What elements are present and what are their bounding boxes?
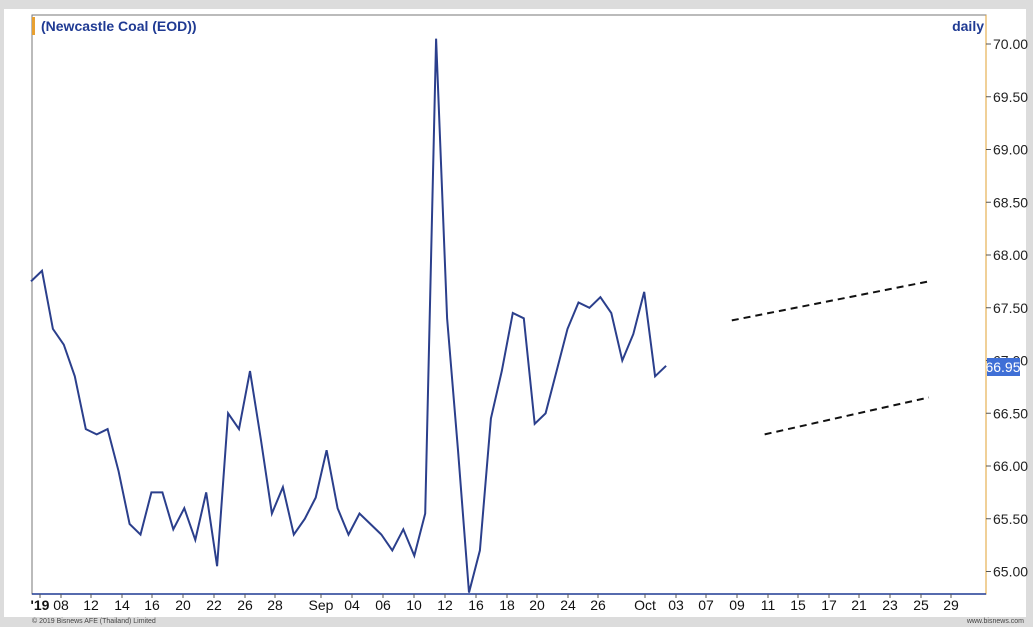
x-tick-label: 12 bbox=[437, 597, 453, 613]
x-tick-label: 29 bbox=[943, 597, 959, 613]
x-tick-label: 18 bbox=[499, 597, 515, 613]
x-tick-label: 20 bbox=[175, 597, 191, 613]
trendline bbox=[764, 396, 930, 436]
x-tick-label: 26 bbox=[590, 597, 606, 613]
x-tick-label: 12 bbox=[83, 597, 99, 613]
x-tick-label: 03 bbox=[668, 597, 684, 613]
y-tick-label: 68.00 bbox=[993, 247, 1028, 263]
x-tick-label: Oct bbox=[634, 597, 656, 613]
x-tick-label: 28 bbox=[267, 597, 283, 613]
y-tick-label: 65.50 bbox=[993, 511, 1028, 527]
x-tick-label: 21 bbox=[851, 597, 867, 613]
y-tick-label: 70.00 bbox=[993, 36, 1028, 52]
x-tick-label: 17 bbox=[821, 597, 837, 613]
x-tick-label: 25 bbox=[913, 597, 929, 613]
y-tick-label: 66.50 bbox=[993, 405, 1028, 421]
y-tick-label: 66.00 bbox=[993, 458, 1028, 474]
x-tick-label: 16 bbox=[144, 597, 160, 613]
trendline bbox=[731, 280, 930, 322]
y-tick-label: 69.50 bbox=[993, 89, 1028, 105]
y-tick-label: 68.50 bbox=[993, 194, 1028, 210]
copyright-text: © 2019 Bisnews AFE (Thailand) Limited bbox=[32, 617, 156, 625]
website-text: www.bisnews.com bbox=[966, 618, 1024, 625]
x-tick-label: 16 bbox=[468, 597, 484, 613]
x-tick-label: 26 bbox=[237, 597, 253, 613]
y-tick-label: 69.00 bbox=[993, 142, 1028, 158]
trendlines bbox=[731, 280, 930, 436]
frequency-label: daily bbox=[952, 18, 984, 34]
x-tick-label: 10 bbox=[406, 597, 422, 613]
last-value-text: 66.95 bbox=[985, 359, 1020, 375]
x-tick-label: 09 bbox=[729, 597, 745, 613]
x-tick-label: 15 bbox=[790, 597, 806, 613]
x-tick-label: 22 bbox=[206, 597, 222, 613]
x-tick-label: 20 bbox=[529, 597, 545, 613]
x-tick-label: 07 bbox=[698, 597, 714, 613]
x-tick-label: 14 bbox=[114, 597, 130, 613]
x-tick-label: 04 bbox=[344, 597, 360, 613]
x-tick-label: Sep bbox=[309, 597, 334, 613]
x-tick-label: '19 bbox=[31, 597, 50, 613]
x-tick-label: 11 bbox=[761, 597, 776, 613]
x-tick-label: 06 bbox=[375, 597, 391, 613]
plot-area bbox=[31, 14, 987, 595]
title-accent bbox=[32, 17, 35, 35]
x-tick-label: 08 bbox=[53, 597, 69, 613]
price-line bbox=[30, 38, 667, 593]
chart-title: (Newcastle Coal (EOD)) bbox=[41, 18, 197, 34]
y-tick-label: 65.00 bbox=[993, 564, 1028, 580]
x-tick-label: 24 bbox=[560, 597, 576, 613]
last-value-box bbox=[987, 358, 1020, 376]
x-tick-label: 23 bbox=[882, 597, 898, 613]
last-value-label: 66.95 bbox=[985, 358, 1021, 376]
y-tick-label: 67.50 bbox=[993, 300, 1028, 316]
x-axis-ticks: '19 08 12 14 16 20 22 26 28 Sep 04 06 10 12 16 18 20 24 26… bbox=[31, 594, 959, 613]
y-axis-ticks: 70.0069.5069.0068.5068.0067.5067.0066.50… bbox=[986, 36, 1028, 580]
